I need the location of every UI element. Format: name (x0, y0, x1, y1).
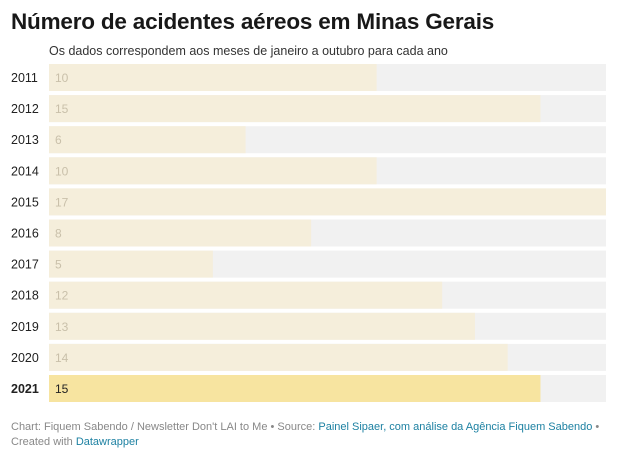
footer-credit: Chart: Fiquem Sabendo / Newsletter Don't… (11, 421, 319, 433)
bar-2020[interactable] (49, 343, 508, 371)
bar-2019[interactable] (49, 312, 475, 340)
value-label-2012: 15 (55, 102, 69, 116)
category-label-2018: 2018 (11, 289, 39, 303)
value-label-2014: 10 (55, 164, 69, 178)
bar-2011[interactable] (49, 64, 377, 91)
datawrapper-link[interactable]: Datawrapper (75, 435, 139, 448)
chart-title: Número de acidentes aéreos em Minas Gera… (11, 9, 495, 34)
value-label-2011: 10 (55, 71, 69, 85)
source-link[interactable]: Painel Sipaer, com análise da Agência Fi… (318, 421, 593, 433)
category-label-2017: 2017 (11, 258, 39, 272)
chart-footer: Chart: Fiquem Sabendo / Newsletter Don't… (11, 420, 611, 449)
value-label-2017: 5 (55, 258, 62, 272)
footer-middle: • Created with (11, 421, 600, 448)
category-label-2015: 2015 (11, 195, 39, 209)
value-label-2016: 8 (55, 227, 62, 241)
category-label-2019: 2019 (11, 320, 39, 334)
bar-2016[interactable] (49, 219, 312, 247)
category-label-2013: 2013 (11, 133, 39, 147)
bar-2013[interactable] (49, 126, 246, 154)
category-label-2012: 2012 (11, 102, 39, 116)
value-label-2019: 13 (55, 320, 69, 334)
category-label-2021: 2021 (11, 382, 39, 396)
category-label-2014: 2014 (11, 164, 39, 178)
value-label-2018: 12 (55, 289, 69, 303)
bar-2018[interactable] (49, 281, 443, 309)
bar-2021[interactable] (49, 375, 541, 402)
chart-subtitle: Os dados correspondem aos meses de janei… (49, 44, 448, 58)
value-label-2015: 17 (55, 195, 69, 209)
value-label-2021: 15 (55, 382, 69, 396)
value-label-2020: 14 (55, 351, 69, 365)
bar-2012[interactable] (49, 95, 541, 123)
bar-2017[interactable] (49, 250, 213, 278)
value-label-2013: 6 (55, 133, 62, 147)
category-label-2011: 2011 (11, 71, 38, 85)
category-label-2020: 2020 (11, 351, 39, 365)
category-label-2016: 2016 (11, 227, 39, 241)
bar-2014[interactable] (49, 157, 377, 185)
bar-2015[interactable] (49, 188, 606, 216)
